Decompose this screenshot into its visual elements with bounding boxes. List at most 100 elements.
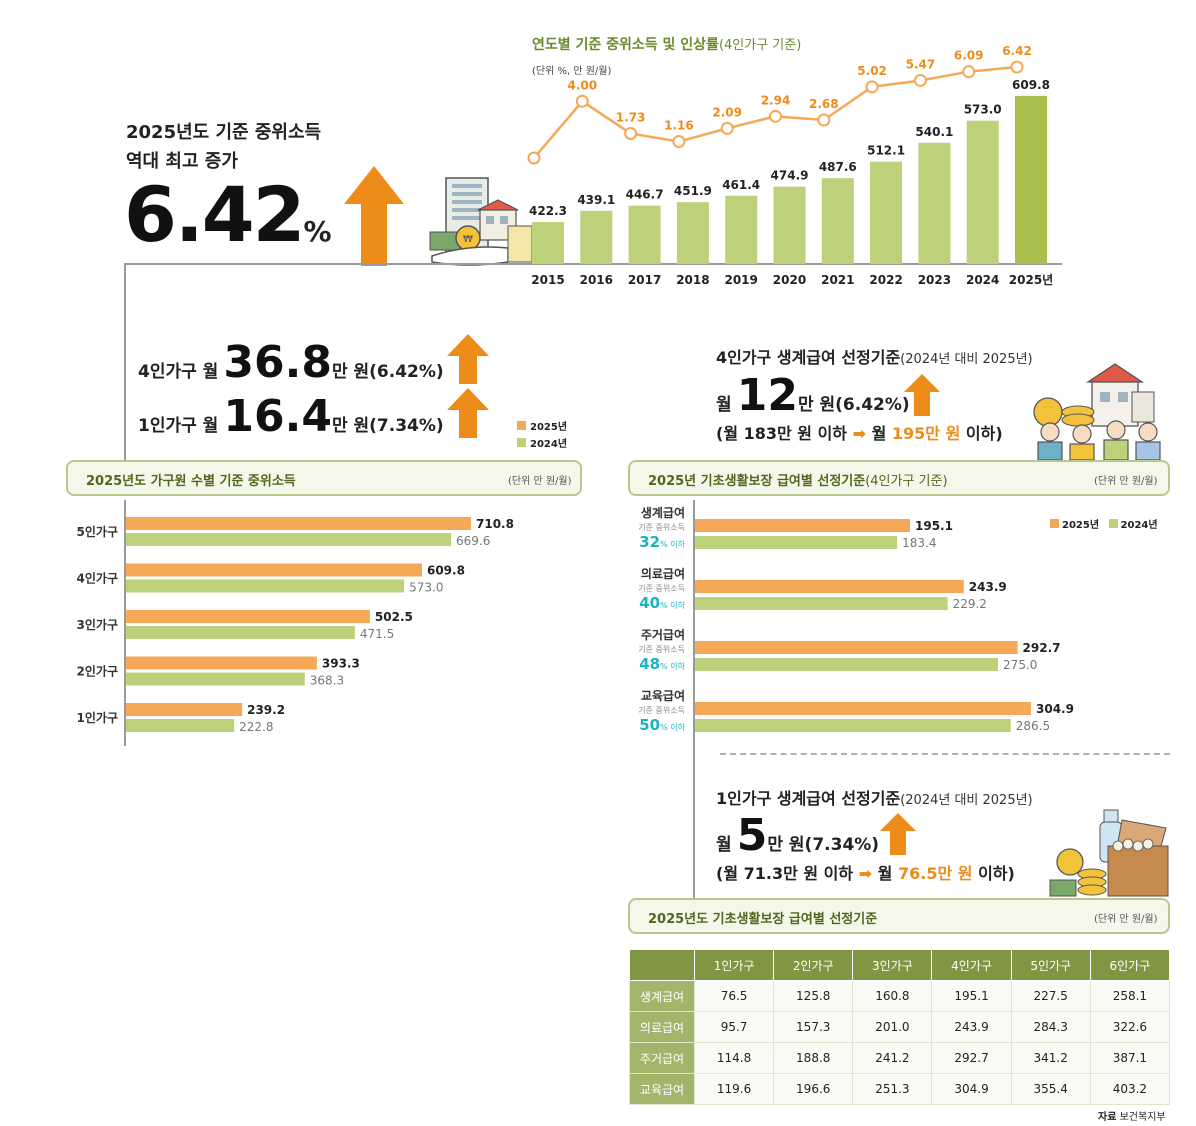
table-header-cell: 6인가구 bbox=[1089, 949, 1171, 981]
livelihood4-detail-month: 월 bbox=[871, 424, 887, 443]
livelihood1-value: 5 bbox=[736, 810, 768, 861]
yearly-bar-label: 573.0 bbox=[964, 103, 1002, 117]
benefit-category-name: 교육급여 bbox=[641, 688, 685, 703]
benefit-category-sub: 기준 중위소득 bbox=[638, 584, 685, 593]
benefit-bar-2024-label: 275.0 bbox=[1003, 658, 1037, 672]
household-chart: 5인가구 710.8 669.6 4인가구 609.8 573.0 3인가구 502.5 471… bbox=[77, 500, 514, 746]
benefit-bar-2025 bbox=[695, 702, 1031, 715]
yearly-rate-point bbox=[913, 73, 927, 87]
livelihood1-amount: 월 5만 원(7.34%) bbox=[716, 810, 879, 862]
benefit-pct-value: 50 bbox=[639, 716, 660, 734]
yearly-bar bbox=[676, 202, 709, 264]
household-bar-2024-label: 368.3 bbox=[310, 674, 344, 688]
table-panel-header bbox=[628, 898, 1170, 934]
benefit-category-sub: 기준 중위소득 bbox=[638, 645, 685, 654]
table-row-head: 의료급여 bbox=[629, 1011, 695, 1043]
benefit-bar-2024-label: 183.4 bbox=[902, 536, 936, 550]
household-bar-2024-label: 471.5 bbox=[360, 627, 394, 641]
arrow-right-icon: ➡ bbox=[852, 424, 867, 443]
benefit-category-pct: 40% 이하 bbox=[639, 594, 685, 612]
yearly-rate-label: 2.68 bbox=[809, 97, 839, 111]
yearly-rate-label: 2.09 bbox=[712, 105, 742, 119]
household-panel-header bbox=[66, 460, 582, 496]
livelihood1-detail-end: 이하) bbox=[978, 864, 1015, 883]
household-bar-2024 bbox=[126, 626, 355, 639]
benefit-panel-unit: (단위 만 원/월) bbox=[1094, 476, 1158, 487]
household-bar-2025-label: 609.8 bbox=[427, 564, 465, 578]
table-header-cell: 1인가구 bbox=[693, 949, 775, 981]
yearly-bar-label: 461.4 bbox=[722, 178, 760, 192]
summary-one-value: 16.4 bbox=[223, 391, 332, 442]
household-panel-title: 2025년도 가구원 수별 기준 중위소득 bbox=[86, 474, 296, 489]
yearly-x-tick: 2018 bbox=[676, 273, 709, 287]
benefit-category-name: 주거급여 bbox=[641, 627, 685, 642]
yearly-bar bbox=[966, 120, 999, 264]
household-bar-2025 bbox=[126, 703, 243, 716]
benefit-category-sub: 기준 중위소득 bbox=[638, 523, 685, 532]
table-panel-title: 2025년도 기초생활보장 급여별 선정기준 bbox=[648, 912, 878, 927]
table-cell: 119.6 bbox=[693, 1073, 775, 1105]
yearly-rate-label: 2.94 bbox=[761, 93, 791, 107]
benefit-pct-unit: % 이하 bbox=[660, 539, 686, 549]
yearly-x-tick: 2025년 bbox=[1009, 273, 1053, 287]
benefit-legend-2025: 2025년 bbox=[1062, 520, 1100, 531]
table-row-head: 생계급여 bbox=[629, 980, 695, 1012]
table-header-cell: 4인가구 bbox=[931, 949, 1012, 981]
benefit-category-name: 생계급여 bbox=[641, 505, 685, 520]
yearly-rate-label: 1.73 bbox=[616, 110, 646, 124]
yearly-rate-point bbox=[962, 65, 976, 79]
benefit-panel-title-main: 2025년 기초생활보장 급여별 선정기준 bbox=[648, 474, 866, 489]
benefit-bar-2024-label: 286.5 bbox=[1016, 719, 1050, 733]
table-cell: 241.2 bbox=[852, 1042, 933, 1074]
household-bar-2025 bbox=[126, 563, 422, 577]
yearly-rate-point bbox=[527, 151, 541, 165]
yearly-x-tick: 2016 bbox=[580, 273, 613, 287]
yearly-bar-label: 474.9 bbox=[771, 169, 809, 183]
yearly-rate-point bbox=[1010, 60, 1024, 74]
table-cell: 227.5 bbox=[1010, 980, 1091, 1012]
livelihood1-detail-before: (월 71.3만 원 이하 bbox=[716, 864, 854, 883]
benefit-bar-2025-label: 304.9 bbox=[1036, 702, 1074, 716]
yearly-bar bbox=[725, 195, 758, 264]
yearly-x-tick: 2019 bbox=[724, 273, 757, 287]
yearly-rate-point bbox=[672, 135, 686, 149]
household-bar-2024 bbox=[126, 672, 305, 686]
yearly-rate-point bbox=[817, 113, 831, 127]
table-cell: 243.9 bbox=[931, 1011, 1012, 1043]
table-header-cell: 3인가구 bbox=[852, 949, 933, 981]
table-cell: 157.3 bbox=[773, 1011, 854, 1043]
yearly-bar-label: 487.6 bbox=[819, 160, 857, 174]
table-cell: 403.2 bbox=[1089, 1073, 1171, 1105]
right-divider bbox=[693, 500, 695, 898]
livelihood4-title-main: 4인가구 생계급여 선정기준 bbox=[716, 348, 901, 367]
household-category-label: 5인가구 bbox=[77, 524, 118, 539]
dashed-separator bbox=[720, 753, 1170, 755]
yearly-bar bbox=[580, 210, 613, 264]
benefit-bar-2024 bbox=[695, 719, 1011, 732]
benefit-legend-2024: 2024년 bbox=[1120, 520, 1158, 531]
yearly-bar bbox=[918, 142, 951, 264]
yearly-bar bbox=[870, 161, 903, 264]
table-cell: 195.1 bbox=[931, 980, 1012, 1012]
yearly-rate-label: 1.16 bbox=[664, 119, 694, 133]
table-header-cell: 5인가구 bbox=[1010, 949, 1091, 981]
livelihood4-title: 4인가구 생계급여 선정기준(2024년 대비 2025년) bbox=[716, 344, 1033, 368]
yearly-x-tick: 2022 bbox=[869, 273, 902, 287]
household-category-label: 4인가구 bbox=[77, 571, 118, 586]
benefit-panel-title-note: (4인가구 기준) bbox=[865, 474, 948, 489]
family-house-illustration bbox=[1033, 363, 1161, 460]
benefit-legend: 2025년 2024년 bbox=[1050, 516, 1158, 531]
benefit-bar-2024 bbox=[695, 597, 948, 610]
household-bar-2025 bbox=[126, 610, 370, 623]
table-header-row: 1인가구 2인가구 3인가구 4인가구 5인가구 6인가구 bbox=[629, 949, 1171, 981]
benefit-category-pct: 48% 이하 bbox=[639, 655, 685, 673]
yearly-chart-title-note: (4인가구 기준) bbox=[718, 38, 802, 53]
yearly-rate-label: 5.47 bbox=[906, 57, 936, 71]
table-row-head: 주거급여 bbox=[629, 1042, 695, 1074]
summary-four-up-arrow-icon bbox=[447, 334, 489, 384]
headline-line2: 역대 최고 증가 bbox=[126, 151, 238, 172]
yearly-bar bbox=[1015, 95, 1047, 264]
yearly-chart: 422.3 2015 439.1 2016 446.7 2017 451.9 2018 461.… bbox=[124, 44, 1062, 287]
benefit-category-name: 의료급여 bbox=[641, 566, 685, 581]
